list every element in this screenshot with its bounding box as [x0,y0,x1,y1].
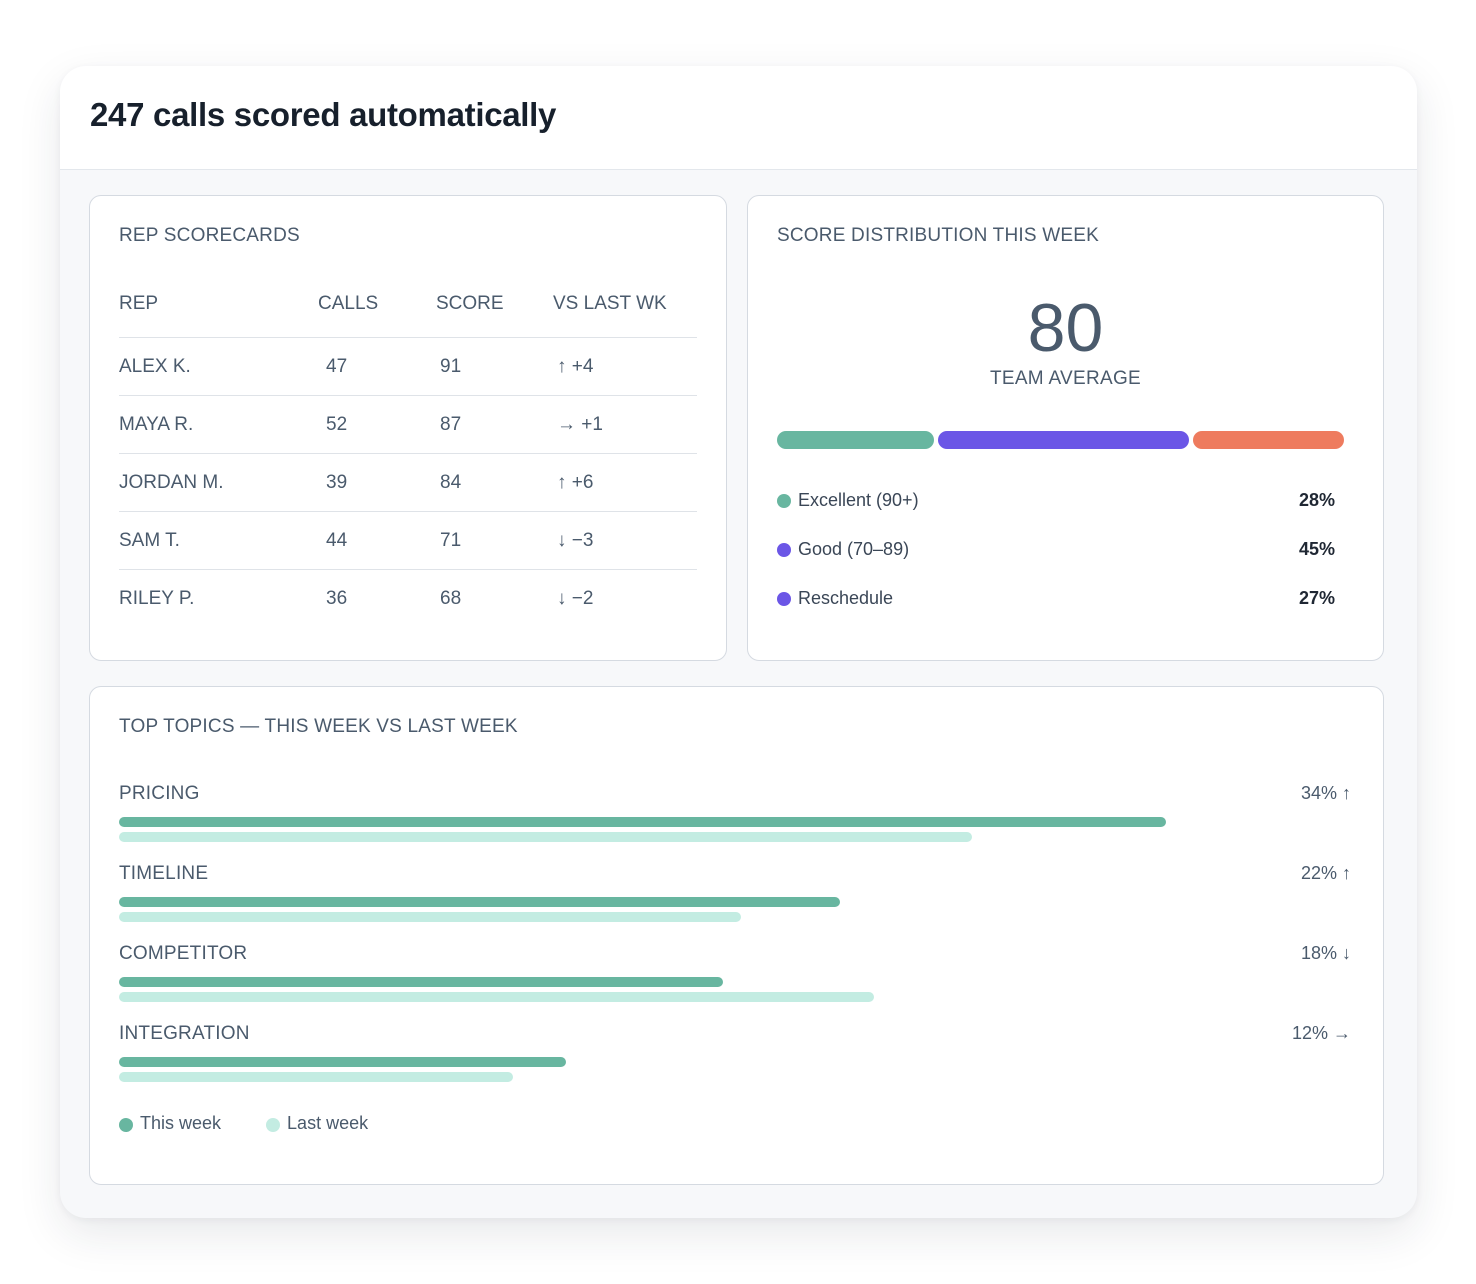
distribution-segment-excellent [777,431,934,449]
topic-row-competitor: COMPETITOR 18% ↓ [119,943,1351,1023]
topic-value: 22% ↑ [1300,863,1351,883]
panel-title: TOP TOPICS — THIS WEEK VS LAST WEEK [119,716,518,737]
column-header-score: SCORE [436,293,504,314]
rep-calls: 39 [326,472,348,493]
top-topics-panel: TOP TOPICS — THIS WEEK VS LAST WEEK PRIC… [89,686,1384,1185]
legend-label: Reschedule [798,588,894,608]
rep-score: 71 [440,530,462,551]
legend-label: Good (70–89) [798,539,910,559]
column-header-calls: CALLS [318,293,379,314]
topic-name: TIMELINE [119,863,209,884]
legend-row-good: Good (70–89) 45% [777,537,1335,561]
page-title: 247 calls scored automatically [90,96,557,133]
topic-value: 34% ↑ [1300,783,1351,803]
rep-score: 84 [440,472,462,493]
distribution-segment-good [937,431,1190,449]
legend-dot-last-week [266,1118,281,1132]
legend-dot [777,494,791,508]
rep-name: RILEY P. [119,588,195,609]
card-header: 247 calls scored automatically [60,66,1417,170]
panel-title: SCORE DISTRIBUTION THIS WEEK [777,225,1099,246]
topics-legend: This week Last week [119,1113,408,1134]
team-average-value: 80 [1027,290,1104,366]
legend-item-last-week: Last week [266,1113,368,1134]
rep-change: ↑ +6 [557,472,594,493]
rep-name: ALEX K. [119,356,191,377]
rep-score: 68 [440,588,462,609]
legend-item-this-week: This week [119,1113,221,1134]
rep-scorecards-panel: REP SCORECARDS REP CALLS SCORE VS LAST W… [89,195,727,661]
rep-name: SAM T. [119,530,180,551]
this-week-bar [119,897,840,907]
legend-dot [777,592,791,606]
distribution-bar [777,431,1344,449]
legend-label: This week [140,1113,222,1133]
last-week-bar [119,992,874,1002]
this-week-bar [119,817,1167,827]
score-distribution-panel: SCORE DISTRIBUTION THIS WEEK 80 TEAM AVE… [747,195,1384,661]
legend-percent: 27% [1298,588,1335,608]
rep-name: MAYA R. [119,414,194,435]
this-week-bar [119,977,723,987]
table-row: SAM T. 44 71 ↓ −3 [119,512,697,570]
legend-row-reschedule: Reschedule 27% [777,586,1335,610]
table-row: MAYA R. 52 87 → +1 [119,396,697,454]
legend-label: Excellent (90+) [798,490,919,510]
topic-name: INTEGRATION [119,1023,250,1044]
rep-score: 91 [440,356,462,377]
last-week-bar [119,1072,514,1082]
topic-row-pricing: PRICING 34% ↑ [119,783,1351,863]
distribution-segment-reschedule [1193,431,1344,449]
topic-value: 12% → [1291,1023,1351,1043]
legend-percent: 45% [1298,539,1335,559]
topic-value: 18% ↓ [1300,943,1351,963]
last-week-bar [119,832,973,842]
legend-percent: 28% [1298,490,1335,510]
rep-calls: 44 [326,530,348,551]
column-header-vs-last-wk: VS LAST WK [553,293,667,314]
topic-row-integration: INTEGRATION 12% → [119,1023,1351,1103]
table-row: JORDAN M. 39 84 ↑ +6 [119,454,697,512]
rep-calls: 47 [326,356,348,377]
last-week-bar [119,912,742,922]
column-header-rep: REP [119,293,159,314]
legend-dot-this-week [119,1118,133,1132]
dashboard-card: 247 calls scored automatically REP SCORE… [60,66,1417,1218]
legend-row-excellent: Excellent (90+) 28% [777,488,1335,512]
panel-title: REP SCORECARDS [119,225,300,246]
rep-change: → +1 [557,414,603,435]
rep-change: ↓ −3 [557,530,594,551]
rep-name: JORDAN M. [119,472,224,493]
legend-label: Last week [287,1113,369,1133]
rep-change: ↑ +4 [557,356,594,377]
rep-scorecards-table: REP CALLS SCORE VS LAST WK ALEX K. 47 91… [119,278,697,628]
this-week-bar [119,1057,566,1067]
rep-change: ↓ −2 [557,588,594,609]
table-row: RILEY P. 36 68 ↓ −2 [119,570,697,628]
table-header-row: REP CALLS SCORE VS LAST WK [119,278,697,338]
topic-row-timeline: TIMELINE 22% ↑ [119,863,1351,943]
topic-name: PRICING [119,783,200,804]
rep-calls: 52 [326,414,348,435]
table-row: ALEX K. 47 91 ↑ +4 [119,338,697,396]
rep-calls: 36 [326,588,348,609]
team-average-label: TEAM AVERAGE [989,368,1142,389]
rep-score: 87 [440,414,462,435]
legend-dot [777,543,791,557]
topic-name: COMPETITOR [119,943,248,964]
